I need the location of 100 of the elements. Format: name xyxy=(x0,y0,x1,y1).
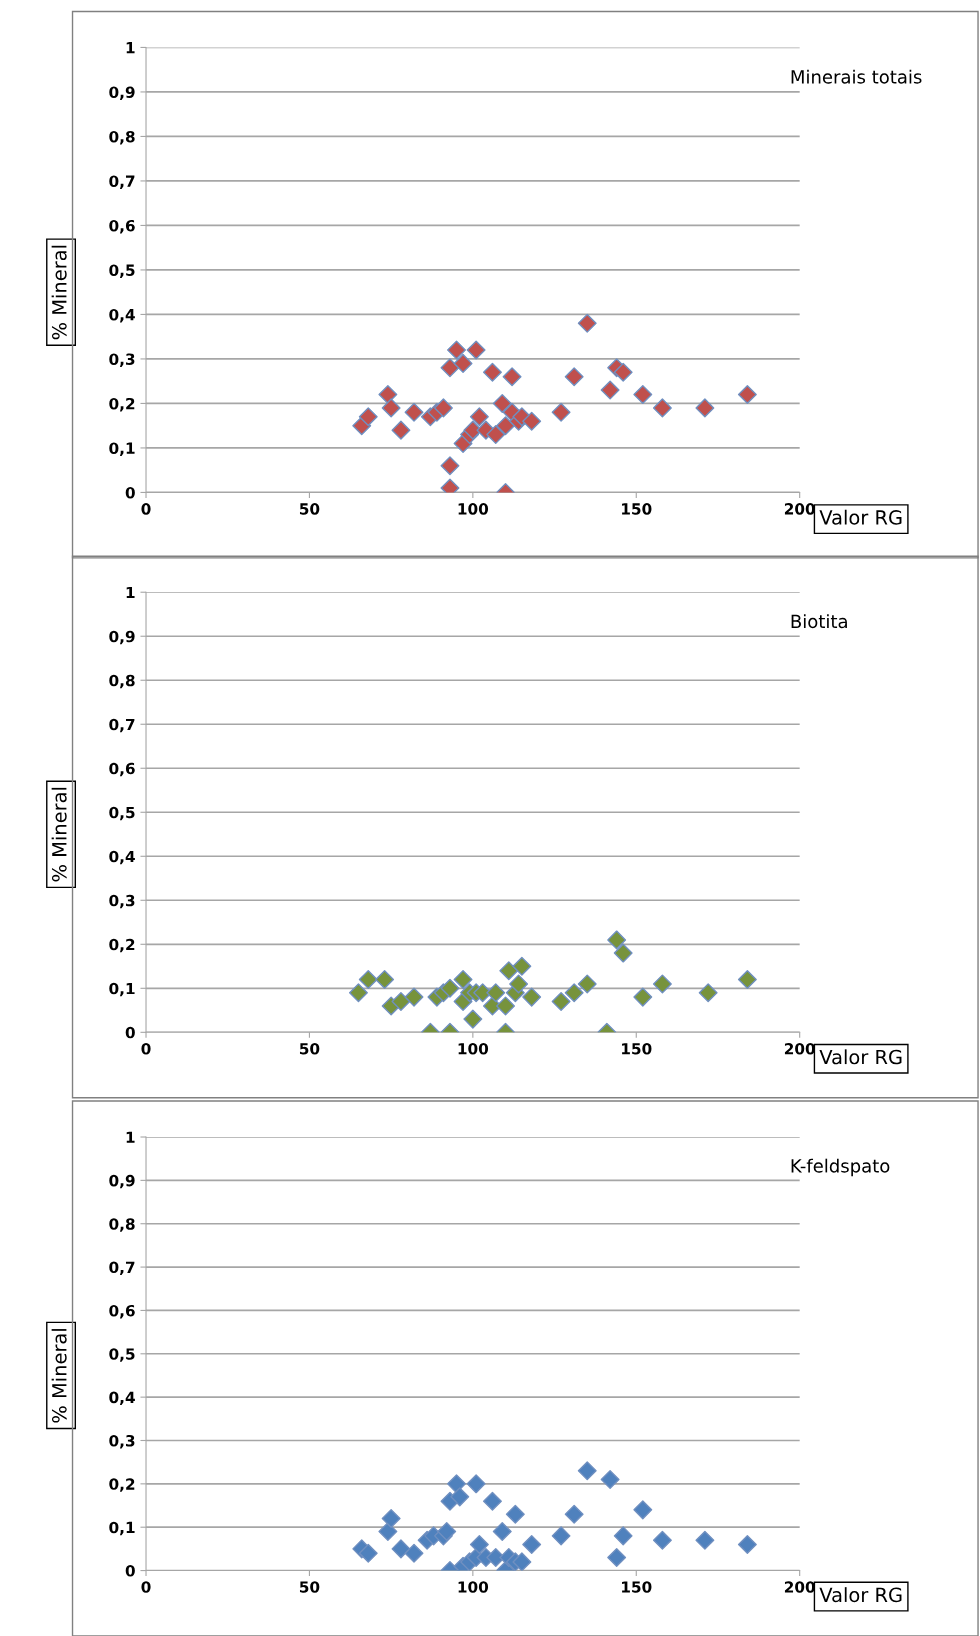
y-tick-label: 0,5 xyxy=(109,806,135,821)
point xyxy=(512,956,532,976)
x-tick-label: 150 xyxy=(622,1043,652,1055)
y-tick-label: 0,8 xyxy=(109,1218,135,1232)
point xyxy=(695,398,715,418)
point xyxy=(492,393,512,413)
x-tick-label: 100 xyxy=(458,1043,489,1055)
point xyxy=(466,1474,486,1494)
x-axis-title: Valor RG xyxy=(819,509,902,525)
y-tick-label: 0,2 xyxy=(109,938,135,953)
point xyxy=(505,1504,525,1524)
point xyxy=(652,1530,672,1550)
y-tick-label: 0,3 xyxy=(109,1434,135,1449)
point xyxy=(440,978,460,998)
x-tick-label: 100 xyxy=(458,1581,489,1593)
y-tick-label: 0 xyxy=(125,486,135,499)
y-tick-label: 0,4 xyxy=(109,308,135,323)
y-tick-label: 0,4 xyxy=(109,850,135,865)
y-tick-label: 0 xyxy=(125,1026,135,1039)
point xyxy=(381,1509,401,1529)
y-tick-label: 0,9 xyxy=(109,86,135,100)
x-tick-label: 150 xyxy=(622,1581,652,1593)
point xyxy=(469,407,489,427)
point xyxy=(482,1491,502,1511)
text: Minerais totais xyxy=(791,69,922,84)
point xyxy=(358,1543,378,1563)
point xyxy=(466,340,486,360)
point xyxy=(737,385,757,405)
point xyxy=(551,402,571,422)
point xyxy=(492,1522,512,1542)
point xyxy=(486,425,506,445)
point xyxy=(522,987,542,1007)
y-tick-label: 0,6 xyxy=(109,1304,135,1319)
point xyxy=(348,983,368,1003)
point xyxy=(607,1548,627,1568)
x-tick-label: 50 xyxy=(299,503,320,515)
point xyxy=(564,367,584,387)
point xyxy=(381,398,401,418)
point xyxy=(522,1535,542,1555)
point xyxy=(551,992,571,1011)
y-tick-label: 0,3 xyxy=(109,353,135,367)
x-tick-label: 0 xyxy=(141,1043,151,1055)
point xyxy=(577,1461,597,1481)
point xyxy=(499,961,519,981)
point xyxy=(577,974,597,994)
point xyxy=(512,1552,532,1571)
point xyxy=(613,1526,633,1546)
point xyxy=(391,420,411,440)
x-tick-label: 50 xyxy=(299,1581,320,1593)
y-tick-label: 0,1 xyxy=(109,982,135,997)
point xyxy=(698,983,718,1003)
y-tick-label: 0,3 xyxy=(109,894,135,909)
x-tick-label: 100 xyxy=(458,503,489,515)
x-tick-label: 0 xyxy=(141,503,151,515)
point xyxy=(358,407,378,427)
x-tick-label: 200 xyxy=(784,1043,815,1055)
point xyxy=(607,930,627,950)
x-tick-label: 50 xyxy=(299,1043,320,1055)
x-axis-title: Valor RG xyxy=(819,1587,902,1603)
point xyxy=(613,943,633,963)
point xyxy=(737,970,757,989)
point xyxy=(652,398,672,418)
y-tick-label: 0,9 xyxy=(109,1174,135,1189)
y-tick-label: 0,6 xyxy=(109,762,135,777)
point xyxy=(469,1535,489,1555)
y-tick-label: 0,1 xyxy=(109,1521,135,1536)
y-tick-label: 0,8 xyxy=(109,674,135,689)
y-axis-title: % Mineral xyxy=(51,245,67,340)
point xyxy=(564,983,584,1003)
point xyxy=(378,385,398,405)
x-tick-label: 200 xyxy=(784,503,815,515)
y-tick-label: 0,2 xyxy=(109,397,135,412)
y-tick-label: 0 xyxy=(125,1565,135,1577)
point xyxy=(391,992,411,1011)
point xyxy=(391,1539,411,1559)
point xyxy=(564,1504,584,1524)
y-tick-label: 0,7 xyxy=(109,175,135,189)
text: K-feldspato xyxy=(791,1158,890,1177)
y-tick-label: 0,1 xyxy=(109,442,135,456)
y-axis-title: % Mineral xyxy=(51,1329,67,1423)
y-tick-label: 0,6 xyxy=(109,219,135,234)
point xyxy=(600,1470,620,1489)
x-tick-label: 200 xyxy=(784,1581,815,1593)
point xyxy=(737,1535,757,1555)
point xyxy=(440,456,460,476)
point xyxy=(613,362,633,382)
point xyxy=(447,340,466,360)
y-tick-label: 0,2 xyxy=(109,1478,135,1492)
point xyxy=(496,416,516,436)
point xyxy=(695,1530,715,1550)
point xyxy=(496,996,516,1016)
point xyxy=(453,353,473,373)
point xyxy=(453,970,473,989)
text: Biotita xyxy=(791,614,847,629)
point xyxy=(600,380,620,400)
point xyxy=(450,1487,470,1507)
point xyxy=(577,313,597,333)
point xyxy=(502,367,522,387)
point xyxy=(509,974,529,994)
point xyxy=(404,987,424,1007)
